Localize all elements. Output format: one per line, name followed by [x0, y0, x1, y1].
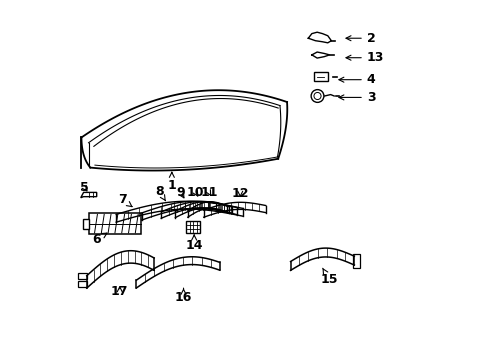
Text: 16: 16 [175, 288, 192, 304]
Text: 10: 10 [186, 186, 204, 199]
Text: 7: 7 [118, 193, 132, 207]
Text: 11: 11 [200, 186, 217, 199]
Text: 9: 9 [176, 186, 184, 199]
Text: 2: 2 [346, 32, 375, 45]
FancyBboxPatch shape [352, 255, 360, 268]
Text: 14: 14 [185, 235, 203, 252]
FancyBboxPatch shape [78, 281, 86, 287]
Text: 3: 3 [338, 91, 375, 104]
Text: 8: 8 [155, 185, 165, 201]
Text: 5: 5 [80, 181, 88, 194]
Text: 6: 6 [92, 233, 107, 246]
FancyBboxPatch shape [89, 213, 141, 234]
FancyBboxPatch shape [185, 221, 200, 233]
Text: 17: 17 [111, 285, 128, 298]
Text: 13: 13 [346, 51, 384, 64]
Polygon shape [81, 192, 97, 198]
Text: 12: 12 [231, 187, 248, 200]
FancyBboxPatch shape [82, 219, 89, 229]
Text: 4: 4 [338, 73, 375, 86]
FancyBboxPatch shape [78, 273, 86, 279]
FancyBboxPatch shape [313, 72, 327, 81]
Text: 1: 1 [167, 172, 176, 192]
Text: 15: 15 [320, 268, 338, 287]
